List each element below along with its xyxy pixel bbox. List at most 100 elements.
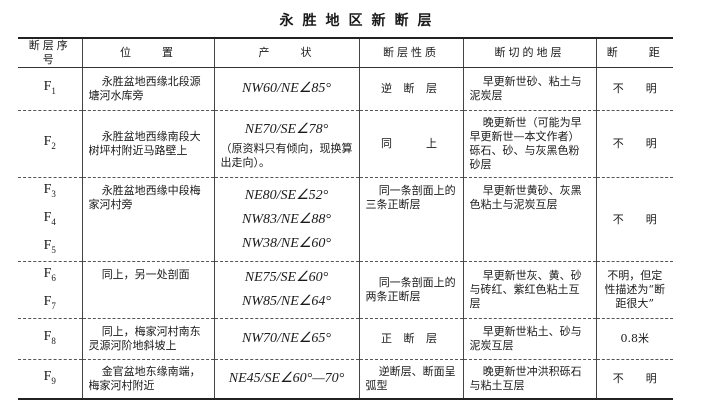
nature-text: 同一条剖面上的两条正断层 bbox=[365, 276, 456, 304]
attitude: NE80/SE∠52° bbox=[244, 187, 329, 203]
throw-text: 不 明 bbox=[612, 137, 657, 150]
throw-cell: 不 明 bbox=[595, 110, 673, 178]
throw-cell: 不 明 bbox=[595, 359, 673, 400]
strata-text: 早更新世黄砂、灰黑色粘土与泥炭互层 bbox=[469, 184, 582, 211]
throw-cell: 0.8米 bbox=[595, 318, 673, 360]
attitude: NW60/NE∠85° bbox=[242, 81, 331, 96]
strata-text: 晚更新世（可能为早早更新世—本文作者）砾石、砂、与灰黑色粉砂层 bbox=[469, 116, 582, 171]
attitude: NW85/NE∠64° bbox=[242, 294, 331, 310]
location-text: 金官盆地东缘南端，梅家河村附近 bbox=[88, 365, 201, 393]
nature-text: 正 断 层 bbox=[381, 331, 441, 345]
fault-id-subscript: 6 bbox=[51, 273, 56, 284]
header-throw: 断 距 bbox=[595, 38, 673, 68]
fault-id: F5 bbox=[43, 237, 56, 255]
nature-text: 同 上 bbox=[381, 137, 441, 150]
attitude-cell: NE70/SE∠78° （原资料只有倾向，现换算出走向）。 bbox=[213, 110, 360, 178]
strata-text: 晚更新世冲洪积砾石与粘土互层 bbox=[469, 365, 582, 393]
nature-cell: 同一条剖面上的三条正断层 bbox=[358, 177, 464, 263]
attitude: NE75/SE∠60° bbox=[244, 270, 329, 286]
fault-id: F1 bbox=[43, 79, 56, 96]
fault-id: F7 bbox=[43, 294, 56, 311]
location-cell: 永胜盆地西缘南段大树坪村附近马路壁上 bbox=[81, 110, 215, 178]
header-id: 断层序号 bbox=[18, 38, 83, 68]
fault-id: F2 bbox=[43, 134, 56, 151]
location-cell: 永胜盆地西缘北段源塘河水库旁 bbox=[81, 67, 215, 111]
fault-id-cell: F2 bbox=[18, 110, 83, 178]
throw-cell: 不 明 bbox=[595, 177, 673, 263]
fault-table: 断层序号 位 置 产 状 断层性质 断切的地层 断 距 F1 永胜盆地西缘北段源塘… bbox=[18, 37, 673, 401]
fault-id: F6 bbox=[43, 266, 56, 284]
fault-id: F3 bbox=[43, 182, 56, 199]
strata-text: 早更新世粘土、砂与泥炭互层 bbox=[469, 324, 582, 352]
throw-cell: 不明，但定性描述为“断距很大” bbox=[595, 261, 673, 319]
location-cell: 同上，梅家河村南东灵源河阶地斜坡上 bbox=[81, 318, 215, 360]
attitude-cell: NE80/SE∠52° NW83/NE∠88° NW38/NE∠60° bbox=[213, 177, 360, 263]
strata-cell: 晚更新世（可能为早早更新世—本文作者）砾石、砂、与灰黑色粉砂层 bbox=[462, 110, 597, 178]
attitude-cell: NW70/NE∠65° bbox=[213, 318, 360, 360]
fault-id: F9 bbox=[43, 369, 56, 387]
strata-cell: 早更新世砂、粘土与泥炭层 bbox=[462, 67, 597, 111]
throw-text: 不 明 bbox=[612, 212, 657, 226]
fault-id-cell: F9 bbox=[18, 359, 83, 400]
fault-id-subscript: 2 bbox=[51, 140, 56, 151]
location-text: 永胜盆地西缘中段梅家河村旁 bbox=[88, 184, 201, 211]
table-row: F9 金官盆地东缘南端，梅家河村附近 NE45/SE∠60°—70° 逆断层、断面呈弧… bbox=[18, 359, 673, 400]
header-strata: 断切的地层 bbox=[462, 38, 597, 68]
fault-id-subscript: 4 bbox=[51, 216, 56, 227]
header-nature: 断层性质 bbox=[358, 38, 464, 68]
table-row: F3 F4 F5 永胜盆地西缘中段梅家河村旁 NE80/SE∠52° NW83/NE∠88… bbox=[18, 177, 673, 263]
attitude: NW83/NE∠88° bbox=[242, 211, 331, 227]
strata-cell: 早更新世黄砂、灰黑色粘土与泥炭互层 bbox=[462, 177, 597, 263]
attitude-cell: NE45/SE∠60°—70° bbox=[213, 359, 360, 400]
table-row: F2 永胜盆地西缘南段大树坪村附近马路壁上 NE70/SE∠78° （原资料只有倾向，… bbox=[18, 110, 673, 178]
strata-text: 早更新世灰、黄、砂与砖红、紫红色粘土互层 bbox=[469, 269, 582, 311]
throw-text: 0.8米 bbox=[620, 331, 650, 345]
location-text: 同上，梅家河村南东灵源河阶地斜坡上 bbox=[88, 324, 201, 352]
strata-cell: 早更新世灰、黄、砂与砖红、紫红色粘土互层 bbox=[462, 261, 597, 319]
throw-text: 不 明 bbox=[612, 82, 657, 95]
attitude: NE45/SE∠60°—70° bbox=[228, 371, 345, 387]
nature-text: 逆断层、断面呈弧型 bbox=[365, 365, 456, 393]
fault-id-cell: F8 bbox=[18, 318, 83, 360]
strata-text: 早更新世砂、粘土与泥炭层 bbox=[469, 75, 582, 102]
nature-cell: 正 断 层 bbox=[358, 318, 464, 360]
fault-id-cell: F3 F4 F5 bbox=[18, 177, 83, 263]
header-row: 断层序号 位 置 产 状 断层性质 断切的地层 断 距 bbox=[18, 38, 673, 68]
nature-cell: 逆断层、断面呈弧型 bbox=[358, 359, 464, 400]
strata-cell: 早更新世粘土、砂与泥炭互层 bbox=[462, 318, 597, 360]
header-location: 位 置 bbox=[81, 38, 215, 68]
attitude-note: （原资料只有倾向，现换算出走向）。 bbox=[220, 143, 353, 169]
attitude: NW70/NE∠65° bbox=[242, 330, 331, 346]
location-text: 同上，另一处剖面 bbox=[101, 268, 190, 282]
fault-id: F4 bbox=[43, 209, 56, 227]
fault-id-subscript: 1 bbox=[51, 85, 56, 96]
fault-id-cell: F6 F7 bbox=[18, 261, 83, 319]
fault-id: F8 bbox=[43, 329, 56, 346]
fault-id-subscript: 9 bbox=[51, 376, 56, 387]
table-row: F1 永胜盆地西缘北段源塘河水库旁 NW60/NE∠85° 逆 断 层 早更新世砂、粘土… bbox=[18, 67, 673, 111]
attitude: NW38/NE∠60° bbox=[242, 235, 331, 251]
throw-cell: 不 明 bbox=[595, 67, 673, 111]
nature-cell: 逆 断 层 bbox=[358, 67, 464, 111]
fault-id-subscript: 8 bbox=[51, 335, 56, 346]
table-row: F6 F7 同上，另一处剖面 NE75/SE∠60° NW85/NE∠64° 同一条剖面上… bbox=[18, 261, 673, 319]
nature-cell: 同 上 bbox=[358, 110, 464, 178]
attitude: NE70/SE∠78° bbox=[244, 122, 329, 137]
fault-id-subscript: 5 bbox=[51, 244, 56, 255]
fault-id-subscript: 3 bbox=[51, 188, 56, 199]
location-cell: 同上，另一处剖面 bbox=[81, 261, 215, 319]
nature-cell: 同一条剖面上的两条正断层 bbox=[358, 261, 464, 319]
attitude-cell: NE75/SE∠60° NW85/NE∠64° bbox=[213, 261, 360, 319]
location-text: 永胜盆地西缘南段大树坪村附近马路壁上 bbox=[88, 130, 201, 157]
table-row: F8 同上，梅家河村南东灵源河阶地斜坡上 NW70/NE∠65° 正 断 层 早更新世粘… bbox=[18, 318, 673, 360]
throw-text: 不 明 bbox=[612, 372, 657, 386]
location-cell: 金官盆地东缘南端，梅家河村附近 bbox=[81, 359, 215, 400]
nature-text: 逆 断 层 bbox=[381, 82, 441, 95]
fault-id-subscript: 7 bbox=[51, 300, 56, 311]
location-text: 永胜盆地西缘北段源塘河水库旁 bbox=[88, 75, 201, 102]
location-cell: 永胜盆地西缘中段梅家河村旁 bbox=[81, 177, 215, 263]
throw-text: 不明，但定性描述为“断距很大” bbox=[604, 269, 666, 311]
nature-text: 同一条剖面上的三条正断层 bbox=[365, 184, 456, 211]
fault-id-cell: F1 bbox=[18, 67, 83, 111]
table-title: 永胜地区新断层 bbox=[279, 13, 441, 29]
